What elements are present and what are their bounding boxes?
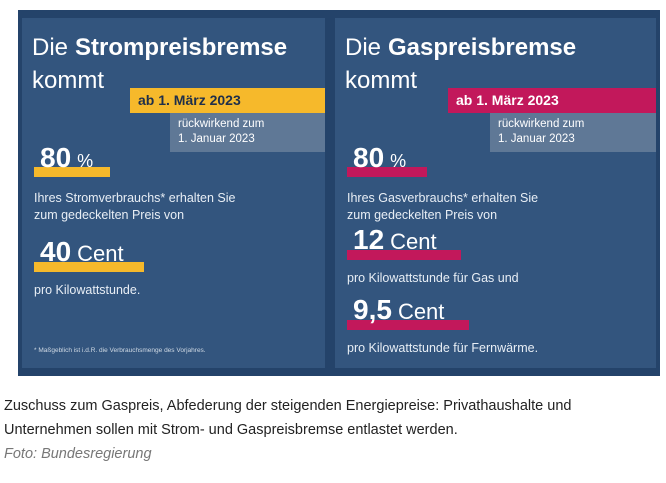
share-text: zum gedeckelten Preis von: [347, 208, 498, 222]
price-text: pro Kilowattstunde.: [34, 283, 141, 297]
share-text: zum gedeckelten Preis von: [34, 208, 185, 222]
price-text: pro Kilowattstunde für Fernwärme.: [347, 341, 539, 355]
retro-box: rückwirkend zum 1. Januar 2023: [170, 113, 325, 152]
share-text: Ihres Gasverbrauchs* erhalten Sie: [347, 191, 539, 205]
price-amount: 9,5: [353, 294, 392, 325]
price: 40 Cent: [40, 236, 124, 268]
price-text: pro Kilowattstunde für Gas und: [347, 271, 519, 285]
share-value: 80: [40, 142, 72, 173]
share-unit: %: [77, 151, 94, 171]
price-bar: [34, 262, 144, 272]
caption: Unternehmen sollen mit Strom- und Gaspre…: [4, 422, 458, 438]
retro-box: rückwirkend zum 1. Januar 2023: [490, 113, 656, 152]
date-badge: ab 1. März 2023: [448, 88, 656, 113]
title-prefix: Die: [32, 34, 69, 61]
share: 80%: [40, 142, 93, 174]
price-unit: Cent: [390, 229, 437, 254]
panel-title-line2: kommt: [345, 67, 417, 94]
price-amount: 12: [353, 224, 385, 255]
title-prefix: Die: [345, 34, 382, 61]
panel-title: Die Strompreisbremse: [32, 34, 287, 62]
price: 12 Cent: [353, 224, 437, 256]
share-bar: [34, 167, 110, 177]
panel: Die Gaspreisbremse kommt ab 1. März 2023 rüc…: [335, 18, 656, 368]
infographic: Die Strompreisbremse kommt ab 1. März 2023 r…: [18, 10, 660, 376]
price-unit: Cent: [397, 299, 445, 324]
price-unit: Cent: [77, 241, 124, 266]
title-bold: Strompreisbremse: [75, 34, 288, 61]
date-badge: ab 1. März 2023: [130, 88, 325, 113]
title-bold: Gaspreisbremse: [388, 34, 577, 61]
footnote: * Maßgeblich ist i.d.R. die Verbrauchsme…: [34, 347, 206, 354]
share: 80%: [353, 142, 406, 174]
price-bar: [347, 320, 469, 330]
share-text: Ihres Stromverbrauchs* erhalten Sie: [34, 191, 236, 205]
retro-line: rückwirkend zum: [178, 118, 265, 130]
credit: Foto: Bundesregierung: [4, 446, 152, 462]
price: 9,5 Cent: [353, 294, 444, 326]
price-amount: 40: [40, 236, 72, 267]
retro-line: 1. Januar 2023: [178, 133, 255, 145]
share-bar: [347, 167, 427, 177]
retro-line: rückwirkend zum: [498, 118, 585, 130]
panel-title: Die Gaspreisbremse: [345, 34, 576, 62]
share-value: 80: [353, 142, 385, 173]
price-bar: [347, 250, 461, 260]
panel-title-line2: kommt: [32, 67, 104, 94]
share-unit: %: [390, 151, 407, 171]
retro-line: 1. Januar 2023: [498, 133, 575, 145]
panel: Die Strompreisbremse kommt ab 1. März 2023 r…: [22, 18, 325, 368]
caption: Zuschuss zum Gaspreis, Abfederung der st…: [4, 398, 572, 414]
